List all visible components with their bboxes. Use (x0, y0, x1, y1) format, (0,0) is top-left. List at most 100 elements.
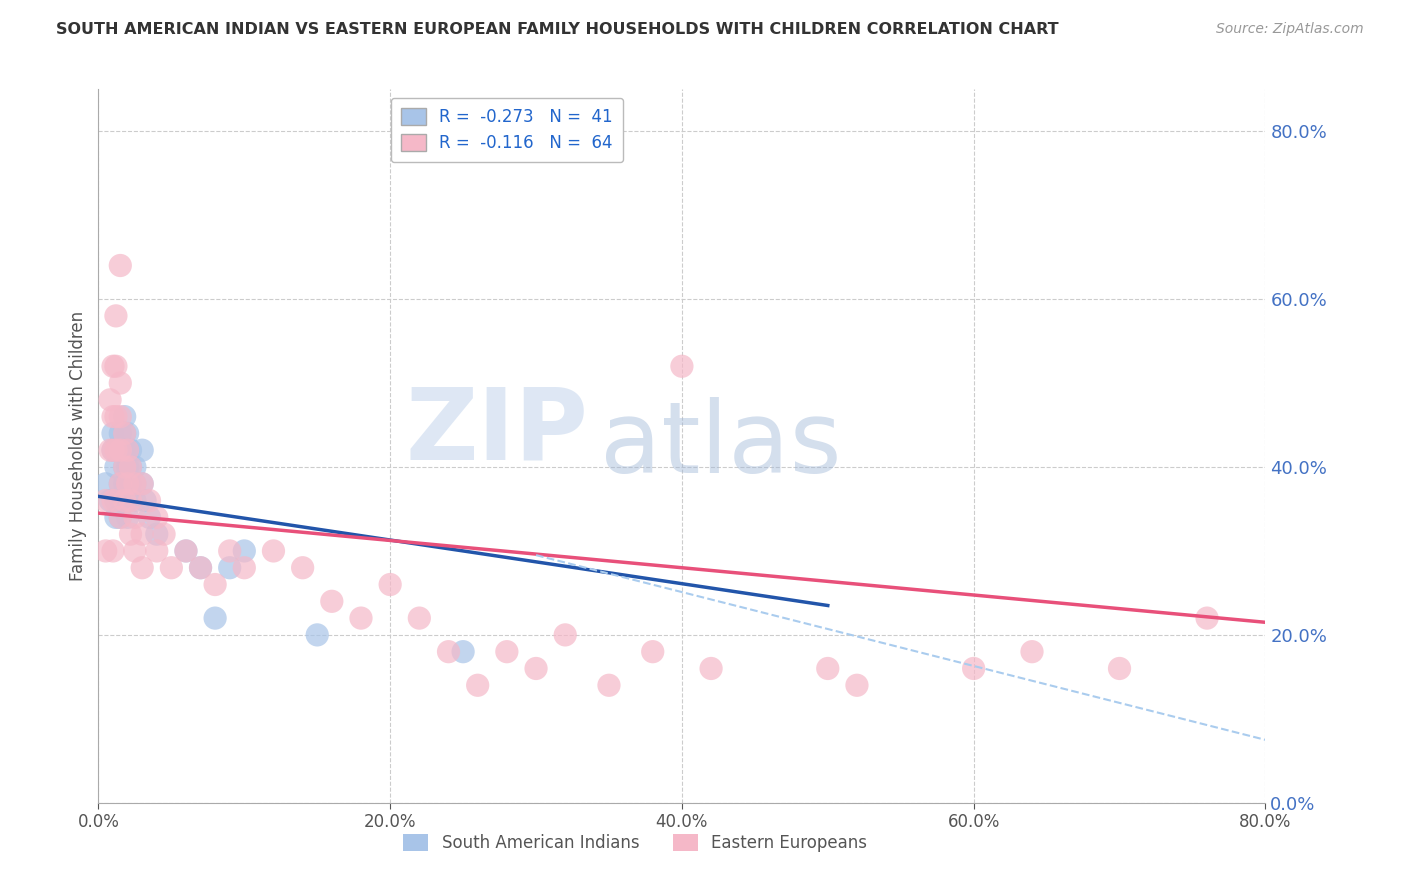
Point (408, 611, 430, 625)
Point (138, 493, 160, 508)
Point (124, 544, 146, 558)
Point (104, 359, 127, 374)
Point (110, 443, 132, 458)
Point (138, 510, 160, 524)
Point (98, 392, 121, 407)
Point (120, 527, 142, 541)
Point (134, 493, 156, 508)
Point (174, 544, 197, 558)
Point (110, 409, 132, 424)
Point (1108, 661, 1130, 675)
Point (817, 661, 839, 675)
Point (146, 544, 169, 558)
Point (962, 661, 984, 675)
Point (120, 476, 142, 491)
Point (117, 476, 139, 491)
Point (190, 560, 212, 574)
Point (124, 476, 146, 491)
Point (146, 510, 169, 524)
Point (120, 460, 142, 475)
Point (218, 560, 240, 574)
Point (110, 493, 132, 508)
Point (524, 661, 547, 675)
Point (110, 259, 132, 273)
Point (110, 426, 132, 441)
Point (204, 611, 226, 625)
Point (110, 510, 132, 524)
Point (124, 460, 146, 475)
Point (114, 443, 136, 458)
Point (114, 493, 136, 508)
Point (117, 493, 139, 508)
Point (204, 577, 226, 591)
Point (846, 678, 869, 692)
Text: atlas: atlas (600, 398, 842, 494)
Point (307, 628, 329, 642)
Point (467, 678, 489, 692)
Point (110, 376, 132, 390)
Point (117, 443, 139, 458)
Point (700, 661, 723, 675)
Legend: South American Indians, Eastern Europeans: South American Indians, Eastern European… (396, 827, 873, 859)
Point (94, 544, 117, 558)
Point (124, 493, 146, 508)
Point (101, 544, 124, 558)
Point (101, 493, 124, 508)
Point (1021, 645, 1043, 659)
Point (117, 443, 139, 458)
Point (131, 560, 153, 574)
Text: ZIP: ZIP (406, 384, 589, 480)
Point (262, 544, 284, 558)
Point (101, 443, 124, 458)
Point (350, 611, 373, 625)
Text: SOUTH AMERICAN INDIAN VS EASTERN EUROPEAN FAMILY HOUSEHOLDS WITH CHILDREN CORREL: SOUTH AMERICAN INDIAN VS EASTERN EUROPEA… (56, 22, 1059, 37)
Point (110, 476, 132, 491)
Point (110, 443, 132, 458)
Point (117, 460, 139, 475)
Point (120, 443, 142, 458)
Point (131, 527, 153, 541)
Point (104, 493, 127, 508)
Point (1195, 611, 1218, 625)
Point (101, 443, 124, 458)
Point (641, 645, 664, 659)
Point (101, 409, 124, 424)
Point (117, 476, 139, 491)
Point (131, 476, 153, 491)
Point (104, 443, 127, 458)
Point (380, 577, 402, 591)
Point (110, 476, 132, 491)
Point (120, 460, 142, 475)
Point (104, 460, 127, 475)
Point (671, 359, 693, 374)
Point (117, 510, 139, 524)
Point (114, 460, 136, 475)
Point (104, 309, 127, 323)
Point (114, 409, 136, 424)
Point (496, 645, 519, 659)
Text: Source: ZipAtlas.com: Source: ZipAtlas.com (1216, 22, 1364, 37)
Point (114, 476, 136, 491)
Point (94, 476, 117, 491)
Point (131, 476, 153, 491)
Point (120, 493, 142, 508)
Point (124, 510, 146, 524)
Point (98, 493, 121, 508)
Point (131, 443, 153, 458)
Point (110, 510, 132, 524)
Point (114, 426, 136, 441)
Point (101, 426, 124, 441)
Point (451, 645, 474, 659)
Point (598, 678, 620, 692)
Point (190, 560, 212, 574)
Point (554, 628, 576, 642)
Point (104, 409, 127, 424)
Point (233, 560, 256, 574)
Point (291, 560, 314, 574)
Point (437, 645, 460, 659)
Point (94, 493, 117, 508)
Point (101, 359, 124, 374)
Point (104, 510, 127, 524)
Y-axis label: Family Households with Children: Family Households with Children (69, 311, 87, 581)
Point (146, 527, 169, 541)
